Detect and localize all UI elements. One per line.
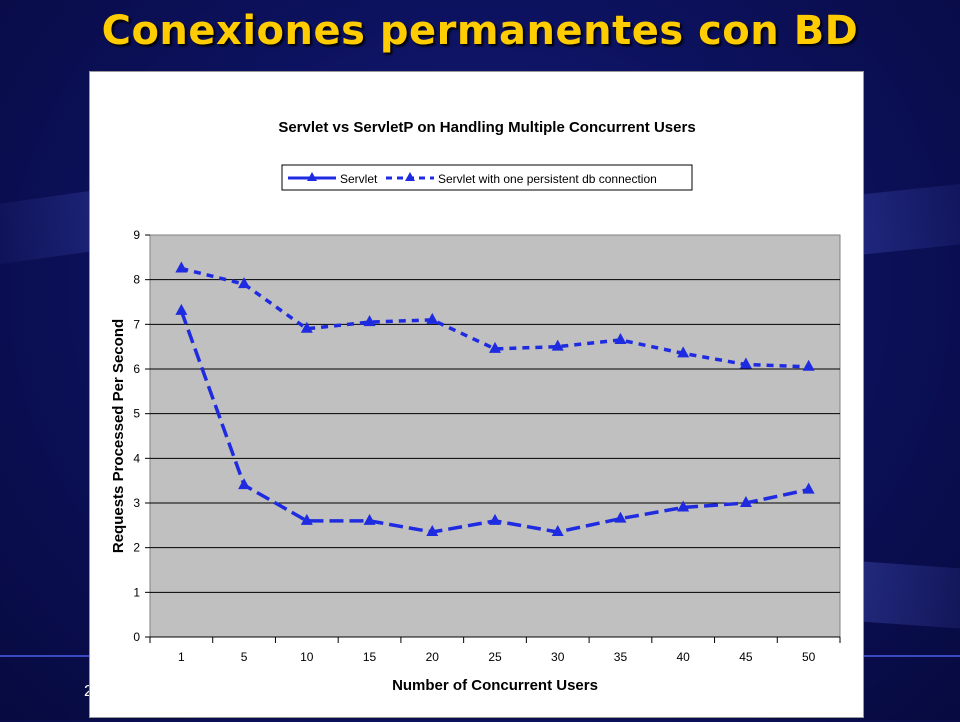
y-tick-label: 4 xyxy=(133,451,140,465)
x-tick-label: 25 xyxy=(488,650,502,664)
data-point-1 xyxy=(614,332,627,344)
x-tick-label: 15 xyxy=(363,650,377,664)
x-tick-label: 40 xyxy=(677,650,691,664)
legend-marker-servlet xyxy=(307,172,317,181)
legend-marker-persistent xyxy=(405,172,415,181)
x-tick-label: 5 xyxy=(241,650,248,664)
data-point-1 xyxy=(489,341,501,353)
x-tick-label: 45 xyxy=(739,650,753,664)
y-tick-label: 5 xyxy=(133,407,140,421)
chart-panel: Servlet vs ServletP on Handling Multiple… xyxy=(89,71,864,718)
data-point-1 xyxy=(363,315,376,327)
x-axis-label: Number of Concurrent Users xyxy=(392,677,598,694)
x-tick-label: 1 xyxy=(178,650,185,664)
data-point-0 xyxy=(363,513,376,525)
data-point-1 xyxy=(677,346,690,358)
y-tick-label: 1 xyxy=(133,585,140,599)
data-point-0 xyxy=(551,525,564,537)
data-point-0 xyxy=(489,513,501,525)
series-layer xyxy=(175,261,815,537)
x-tick-label: 10 xyxy=(300,650,314,664)
y-tick-label: 7 xyxy=(133,317,140,331)
data-point-1 xyxy=(739,357,752,369)
y-tick-label: 3 xyxy=(133,496,140,510)
y-tick-label: 0 xyxy=(133,630,140,644)
data-point-1 xyxy=(175,261,188,273)
data-point-1 xyxy=(551,339,564,351)
data-point-0 xyxy=(300,513,313,525)
legend-label-servlet: Servlet xyxy=(340,172,378,186)
y-tick-label: 9 xyxy=(133,228,140,242)
x-tick-label: 50 xyxy=(802,650,816,664)
data-point-1 xyxy=(802,359,815,371)
y-tick-label: 8 xyxy=(133,273,140,287)
data-point-0 xyxy=(238,478,251,490)
x-tick-label: 20 xyxy=(426,650,440,664)
chart-title: Servlet vs ServletP on Handling Multiple… xyxy=(278,119,695,136)
y-tick-label: 2 xyxy=(133,541,140,555)
data-point-1 xyxy=(300,321,313,333)
plot-area xyxy=(149,234,841,638)
data-point-0 xyxy=(426,525,439,537)
data-point-0 xyxy=(802,482,815,494)
chart: Servlet vs ServletP on Handling Multiple… xyxy=(110,119,841,694)
data-point-1 xyxy=(426,312,439,324)
series-line-1 xyxy=(180,266,809,369)
data-point-0 xyxy=(677,500,690,512)
slide-title: Conexiones permanentes con BD xyxy=(101,8,859,54)
slide-number: 2 xyxy=(84,683,93,701)
x-tick-label: 35 xyxy=(614,650,628,664)
y-axis-label: Requests Processed Per Second xyxy=(110,319,127,553)
data-point-0 xyxy=(175,303,188,315)
legend: Servlet Servlet with one persistent db c… xyxy=(281,164,693,191)
x-axis-ticks: 1 5 10 15 20 25 30 35 40 45 50 xyxy=(149,636,841,664)
x-tick-label: 30 xyxy=(551,650,565,664)
legend-label-persistent: Servlet with one persistent db connectio… xyxy=(438,172,657,186)
y-tick-label: 6 xyxy=(133,362,140,376)
data-point-1 xyxy=(238,277,251,289)
data-point-0 xyxy=(739,496,752,507)
data-point-0 xyxy=(614,511,627,523)
y-axis-ticks: 0 1 2 3 4 5 6 7 8 9 xyxy=(133,228,150,644)
